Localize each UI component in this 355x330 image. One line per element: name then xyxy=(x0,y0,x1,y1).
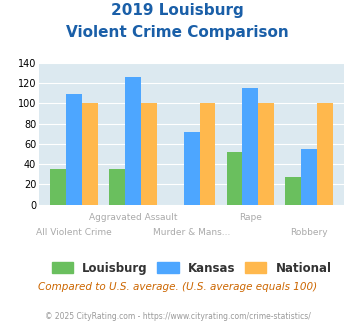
Bar xyxy=(141,103,157,205)
Bar xyxy=(226,152,242,205)
Bar xyxy=(301,149,317,205)
Text: 2019 Louisburg: 2019 Louisburg xyxy=(111,3,244,18)
Bar xyxy=(242,88,258,205)
Bar xyxy=(184,132,200,205)
Text: Rape: Rape xyxy=(239,213,262,222)
Text: Aggravated Assault: Aggravated Assault xyxy=(89,213,177,222)
Bar xyxy=(109,169,125,205)
Text: Murder & Mans...: Murder & Mans... xyxy=(153,228,230,237)
Bar xyxy=(82,103,98,205)
Bar xyxy=(258,103,274,205)
Bar xyxy=(66,94,82,205)
Text: Violent Crime Comparison: Violent Crime Comparison xyxy=(66,25,289,40)
Text: Robbery: Robbery xyxy=(290,228,328,237)
Text: © 2025 CityRating.com - https://www.cityrating.com/crime-statistics/: © 2025 CityRating.com - https://www.city… xyxy=(45,312,310,321)
Bar xyxy=(317,103,333,205)
Legend: Louisburg, Kansas, National: Louisburg, Kansas, National xyxy=(51,262,332,275)
Text: Compared to U.S. average. (U.S. average equals 100): Compared to U.S. average. (U.S. average … xyxy=(38,282,317,292)
Bar xyxy=(285,177,301,205)
Bar xyxy=(200,103,215,205)
Bar xyxy=(50,169,66,205)
Text: All Violent Crime: All Violent Crime xyxy=(37,228,112,237)
Bar xyxy=(125,77,141,205)
